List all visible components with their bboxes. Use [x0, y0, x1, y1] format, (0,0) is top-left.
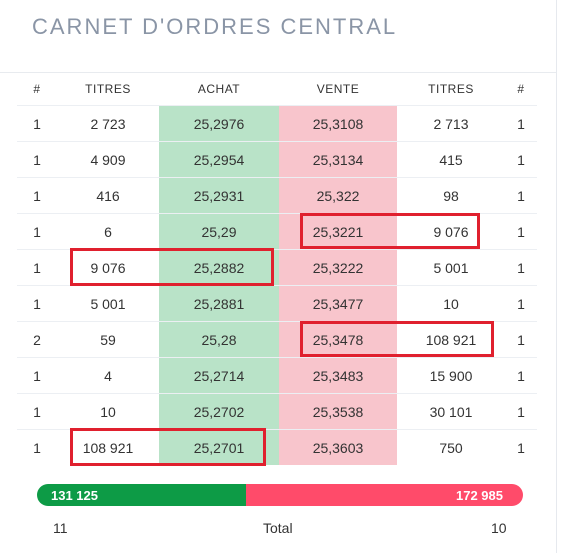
- bid-count-cell: 1: [17, 141, 57, 178]
- bid-qty-cell: 4: [57, 357, 159, 394]
- ask-price-cell: 25,322: [279, 177, 397, 214]
- bid-total-volume: 131 125: [51, 487, 98, 503]
- ask-count-cell: 1: [505, 321, 537, 358]
- total-label: Total: [263, 520, 293, 536]
- bid-price-cell: 25,2931: [159, 177, 279, 214]
- bid-price-cell: 25,2701: [159, 429, 279, 465]
- ask-count-cell: 1: [505, 105, 537, 142]
- column-header-bid-qty: TITRES: [85, 82, 131, 96]
- ask-count-cell: 1: [505, 177, 537, 214]
- column-header-sell: VENTE: [316, 82, 360, 96]
- ask-count-cell: 1: [505, 285, 537, 322]
- bid-count-cell: 1: [17, 249, 57, 286]
- bid-count-cell: 1: [17, 357, 57, 394]
- ask-price-cell: 25,3478: [279, 321, 397, 358]
- ask-qty-cell: 98: [397, 177, 505, 214]
- table-row: 1 416 25,2931 25,322 98 1: [17, 177, 537, 214]
- table-row: 1 4 25,2714 25,3483 15 900 1: [17, 357, 537, 394]
- table-header-row: # TITRES ACHAT VENTE TITRES #: [17, 73, 537, 106]
- bid-price-cell: 25,2714: [159, 357, 279, 394]
- ask-price-cell: 25,3222: [279, 249, 397, 286]
- ask-price-cell: 25,3134: [279, 141, 397, 178]
- column-header-ask-qty: TITRES: [428, 82, 474, 96]
- bid-order-count: 11: [53, 520, 68, 536]
- ask-qty-cell: 415: [397, 141, 505, 178]
- ask-qty-cell: 5 001: [397, 249, 505, 286]
- bid-count-cell: 1: [17, 105, 57, 142]
- bid-price-cell: 25,2954: [159, 141, 279, 178]
- bid-qty-cell: 5 001: [57, 285, 159, 322]
- bid-qty-cell: 108 921: [57, 429, 159, 465]
- ask-volume-segment: 172 985: [246, 484, 523, 506]
- bid-price-cell: 25,2702: [159, 393, 279, 430]
- ask-price-cell: 25,3108: [279, 105, 397, 142]
- bid-count-cell: 2: [17, 321, 57, 358]
- ask-qty-cell: 15 900: [397, 357, 505, 394]
- bid-count-cell: 1: [17, 177, 57, 214]
- ask-qty-cell: 750: [397, 429, 505, 465]
- bid-count-cell: 1: [17, 429, 57, 465]
- bid-price-cell: 25,2882: [159, 249, 279, 286]
- bid-count-cell: 1: [17, 285, 57, 322]
- table-row: 1 6 25,29 25,3221 9 076 1: [17, 213, 537, 250]
- bid-count-cell: 1: [17, 393, 57, 430]
- ask-price-cell: 25,3603: [279, 429, 397, 465]
- ask-price-cell: 25,3538: [279, 393, 397, 430]
- bid-qty-cell: 9 076: [57, 249, 159, 286]
- ask-count-cell: 1: [505, 249, 537, 286]
- bid-price-cell: 25,28: [159, 321, 279, 358]
- ask-count-cell: 1: [505, 141, 537, 178]
- bid-qty-cell: 59: [57, 321, 159, 358]
- ask-count-cell: 1: [505, 357, 537, 394]
- bid-price-cell: 25,2881: [159, 285, 279, 322]
- ask-order-count: 10: [491, 520, 507, 536]
- table-row: 1 108 921 25,2701 25,3603 750 1: [17, 429, 537, 465]
- ask-qty-cell: 30 101: [397, 393, 505, 430]
- table-row: 2 59 25,28 25,3478 108 921 1: [17, 321, 537, 358]
- bid-price-cell: 25,29: [159, 213, 279, 250]
- bid-volume-segment: 131 125: [37, 484, 247, 506]
- bid-count-cell: 1: [17, 213, 57, 250]
- divider: [0, 72, 556, 73]
- bid-qty-cell: 416: [57, 177, 159, 214]
- ask-qty-cell: 2 713: [397, 105, 505, 142]
- ask-qty-cell: 10: [397, 285, 505, 322]
- ask-total-volume: 172 985: [456, 487, 503, 503]
- bid-qty-cell: 6: [57, 213, 159, 250]
- ask-price-cell: 25,3477: [279, 285, 397, 322]
- volume-balance-bar: 131 125 172 985: [37, 484, 523, 506]
- bid-qty-cell: 4 909: [57, 141, 159, 178]
- bid-qty-cell: 2 723: [57, 105, 159, 142]
- bid-price-cell: 25,2976: [159, 105, 279, 142]
- column-header-ask-count: #: [517, 82, 525, 96]
- column-header-buy: ACHAT: [197, 82, 241, 96]
- column-header-bid-count: #: [33, 82, 41, 96]
- ask-qty-cell: 9 076: [397, 213, 505, 250]
- table-row: 1 10 25,2702 25,3538 30 101 1: [17, 393, 537, 430]
- ask-price-cell: 25,3483: [279, 357, 397, 394]
- ask-price-cell: 25,3221: [279, 213, 397, 250]
- ask-count-cell: 1: [505, 393, 537, 430]
- ask-qty-cell: 108 921: [397, 321, 505, 358]
- ask-count-cell: 1: [505, 213, 537, 250]
- bid-qty-cell: 10: [57, 393, 159, 430]
- page-title: CARNET D'ORDRES CENTRAL: [32, 14, 398, 39]
- ask-count-cell: 1: [505, 429, 537, 465]
